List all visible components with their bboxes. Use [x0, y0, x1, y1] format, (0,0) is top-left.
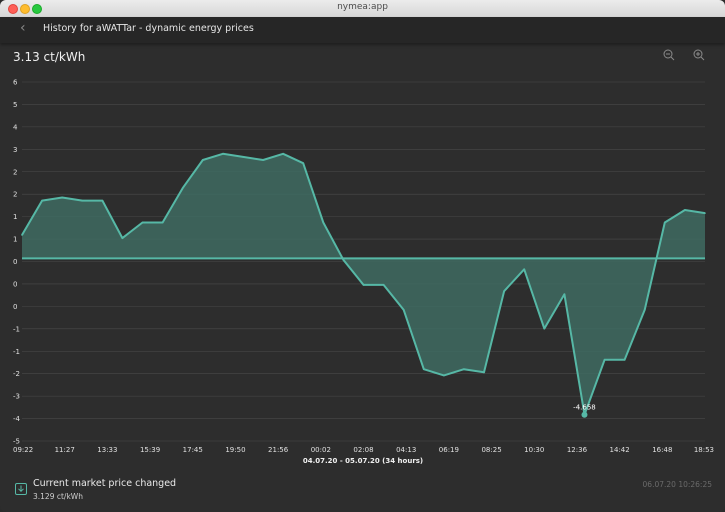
maximize-window-button[interactable]: [32, 4, 42, 14]
x-tick-label: 12:36: [567, 446, 588, 454]
data-point: [21, 234, 23, 236]
data-point: [463, 368, 465, 371]
x-tick-label: 10:30: [524, 446, 544, 454]
data-point: [222, 153, 224, 155]
data-point: [342, 259, 345, 261]
y-tick-label: 2: [13, 191, 17, 199]
data-point: [422, 368, 425, 371]
x-axis-title: 04.07.20 - 05.07.20 (34 hours): [303, 457, 423, 465]
x-tick-label: 21:56: [268, 446, 289, 454]
data-point: [543, 327, 546, 330]
minimize-window-button[interactable]: [20, 4, 30, 14]
x-tick-label: 08:25: [481, 446, 501, 454]
y-tick-label: -2: [13, 370, 20, 378]
window-title: nymea:app: [337, 2, 388, 12]
data-point: [262, 159, 264, 161]
x-tick-label: 14:42: [610, 446, 630, 454]
y-tick-label: 4: [13, 123, 18, 131]
data-point: [322, 221, 325, 224]
page-title: History for aWATTar - dynamic energy pri…: [43, 23, 254, 34]
data-point: [121, 237, 124, 239]
x-tick-label: 02:08: [353, 446, 373, 454]
data-point: [181, 187, 184, 189]
x-tick-label: 00:02: [311, 446, 331, 454]
y-tick-label: -1: [13, 325, 20, 333]
notification-title: Current market price changed: [33, 478, 177, 489]
y-tick-label: 0: [13, 258, 17, 266]
data-point: [362, 284, 365, 286]
current-price-value: 3.13 ct/kWh: [13, 50, 86, 64]
data-point: [664, 221, 666, 224]
page-header: ‹ History for aWATTar - dynamic energy p…: [0, 17, 725, 43]
y-tick-label: -1: [13, 348, 20, 356]
zoom-in-icon[interactable]: [692, 48, 706, 62]
data-point: [503, 290, 505, 292]
data-point: [684, 209, 686, 211]
zoom-out-icon[interactable]: [662, 48, 676, 62]
notification-value: 3.129 ct/kWh: [33, 492, 83, 501]
data-point: [443, 374, 445, 377]
data-point: [101, 199, 104, 202]
data-point: [141, 221, 144, 224]
data-point: [81, 199, 84, 202]
download-icon: [15, 483, 27, 495]
data-point: [61, 196, 63, 199]
data-point: [41, 199, 43, 202]
y-tick-label: -4: [13, 415, 21, 423]
notification-timestamp: 06.07.20 10:26:25: [642, 480, 712, 489]
data-point: [704, 212, 706, 214]
title-bar: nymea:app: [0, 0, 725, 18]
x-tick-label: 18:53: [694, 446, 714, 454]
y-tick-label: 0: [13, 280, 17, 288]
data-point: [623, 359, 626, 361]
data-point: [523, 268, 526, 271]
y-tick-label: 5: [13, 101, 17, 109]
data-point: [483, 371, 485, 374]
y-tick-label: 6: [13, 79, 18, 87]
x-tick-label: 15:39: [140, 446, 160, 454]
x-tick-label: 19:50: [225, 446, 245, 454]
x-tick-label: 09:22: [13, 446, 33, 454]
data-point: [302, 162, 305, 164]
data-point: [603, 359, 606, 361]
data-point: [201, 159, 204, 161]
data-point: [643, 309, 646, 311]
data-point: [563, 293, 566, 296]
data-point: [382, 284, 385, 286]
x-tick-label: 11:27: [55, 446, 75, 454]
min-point-marker[interactable]: [581, 411, 588, 418]
min-point-label: -4.658: [573, 404, 596, 412]
x-tick-label: 16:48: [652, 446, 672, 454]
x-tick-label: 17:45: [183, 446, 203, 454]
y-tick-label: -5: [13, 438, 20, 446]
x-tick-label: 13:33: [97, 446, 117, 454]
y-tick-label: 1: [13, 213, 17, 221]
data-point: [242, 156, 244, 158]
x-tick-label: 06:19: [439, 446, 459, 454]
y-tick-label: -3: [13, 393, 20, 401]
close-window-button[interactable]: [8, 4, 18, 14]
data-point: [402, 309, 405, 311]
y-tick-label: 0: [13, 303, 17, 311]
price-history-chart[interactable]: -4.658 6 5 4 3 2 2 1 1 0 0 0 -1 -1 -2 -3 -4 -5 09:22 11:2…: [0, 70, 725, 470]
y-tick-label: 3: [13, 146, 17, 154]
back-chevron-icon[interactable]: ‹: [20, 20, 26, 36]
y-tick-label: 1: [13, 236, 17, 244]
y-tick-label: 2: [13, 168, 17, 176]
data-point: [161, 221, 164, 224]
data-point: [282, 153, 284, 155]
x-tick-label: 04:13: [396, 446, 416, 454]
